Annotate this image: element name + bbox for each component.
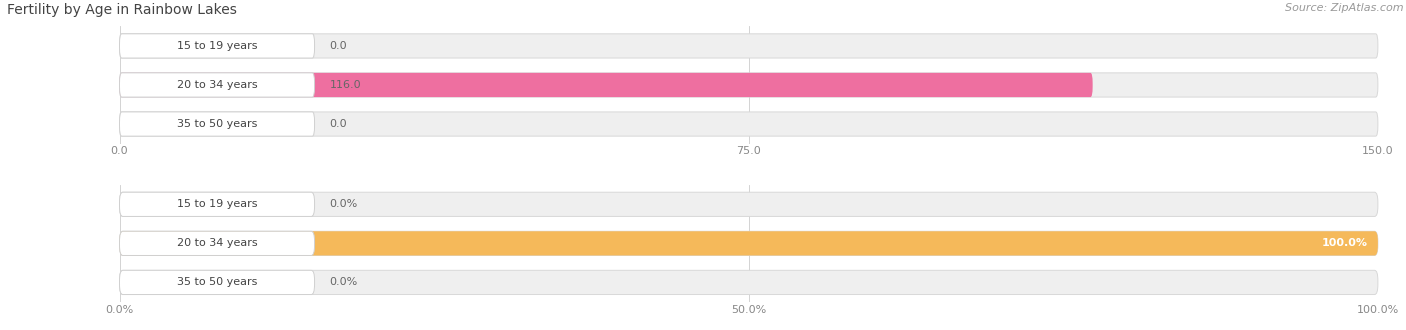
FancyBboxPatch shape xyxy=(120,73,1378,97)
Text: 0.0%: 0.0% xyxy=(329,199,359,209)
FancyBboxPatch shape xyxy=(120,231,1378,255)
Text: 15 to 19 years: 15 to 19 years xyxy=(177,41,257,51)
FancyBboxPatch shape xyxy=(120,231,315,255)
Text: Fertility by Age in Rainbow Lakes: Fertility by Age in Rainbow Lakes xyxy=(7,3,236,17)
FancyBboxPatch shape xyxy=(120,34,315,58)
FancyBboxPatch shape xyxy=(120,270,315,295)
Text: Source: ZipAtlas.com: Source: ZipAtlas.com xyxy=(1285,3,1403,13)
FancyBboxPatch shape xyxy=(120,112,315,136)
Text: 35 to 50 years: 35 to 50 years xyxy=(177,278,257,287)
FancyBboxPatch shape xyxy=(120,192,315,216)
Text: 0.0%: 0.0% xyxy=(329,278,359,287)
Text: 100.0%: 100.0% xyxy=(1322,238,1368,248)
FancyBboxPatch shape xyxy=(120,73,315,97)
FancyBboxPatch shape xyxy=(120,112,1378,136)
FancyBboxPatch shape xyxy=(120,73,1092,97)
FancyBboxPatch shape xyxy=(120,231,1378,255)
Text: 116.0: 116.0 xyxy=(329,80,361,90)
Text: 0.0: 0.0 xyxy=(329,119,347,129)
Text: 20 to 34 years: 20 to 34 years xyxy=(177,80,257,90)
FancyBboxPatch shape xyxy=(120,192,1378,216)
FancyBboxPatch shape xyxy=(120,34,1378,58)
Text: 15 to 19 years: 15 to 19 years xyxy=(177,199,257,209)
Text: 20 to 34 years: 20 to 34 years xyxy=(177,238,257,248)
Text: 35 to 50 years: 35 to 50 years xyxy=(177,119,257,129)
Text: 0.0: 0.0 xyxy=(329,41,347,51)
FancyBboxPatch shape xyxy=(120,270,1378,295)
